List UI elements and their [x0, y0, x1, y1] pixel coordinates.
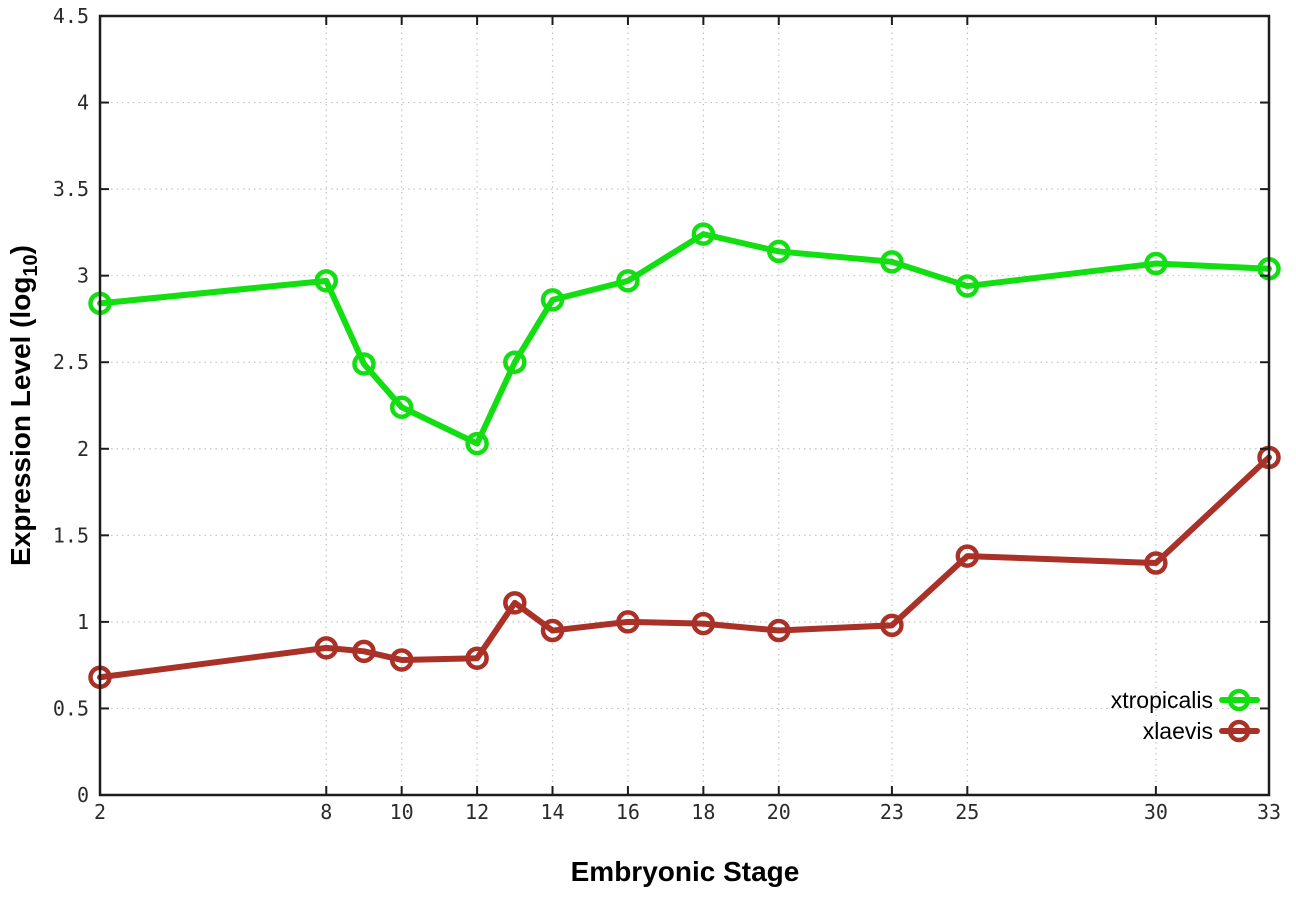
tick-labels: 0 0.5 1 1.5 2 2.5 3 3.5 4 4.5 2 8 10 12 14 16 18 20 23 25 30…: [53, 4, 1281, 824]
y-tick-label: 0: [77, 783, 89, 807]
y-tick-label: 2: [77, 437, 89, 461]
y-tick-label: 3: [77, 264, 89, 288]
y-tick-label: 4.5: [53, 4, 89, 28]
data-point: [767, 239, 791, 264]
data-point: [616, 610, 640, 634]
data-point: [465, 431, 489, 456]
series-line-xlaevis: [97, 454, 1272, 681]
y-tick-label: 3.5: [53, 177, 89, 201]
y-tick-label: 1: [77, 610, 89, 634]
data-point: [314, 269, 339, 293]
data-point: [1144, 551, 1168, 575]
data-point: [880, 613, 904, 638]
x-tick-label: 33: [1257, 800, 1281, 824]
data-point: [540, 618, 565, 643]
x-tick-label: 12: [465, 800, 489, 824]
legend: xtropicalis xlaevis: [1111, 687, 1260, 744]
x-tick-label: 25: [955, 800, 979, 824]
data-point: [955, 544, 980, 568]
legend-item-xlaevis: xlaevis: [1143, 718, 1260, 744]
y-tick-label: 4: [77, 91, 89, 115]
x-axis-title: Embryonic Stage: [571, 856, 800, 887]
x-tick-label: 18: [691, 800, 715, 824]
y-axis-title: Expression Level (log10): [5, 245, 42, 566]
data-point: [465, 646, 489, 670]
x-tick-label: 8: [320, 800, 332, 824]
legend-label: xtropicalis: [1111, 687, 1213, 713]
x-tick-label: 14: [540, 800, 564, 824]
data-point: [955, 274, 980, 298]
data-point: [503, 350, 527, 374]
data-point: [503, 591, 527, 615]
data-series: [88, 222, 1281, 690]
data-point: [352, 639, 376, 664]
data-point: [540, 288, 565, 312]
axes: [98, 14, 1271, 797]
y-tick-label: 0.5: [53, 696, 89, 720]
data-point: [767, 618, 791, 643]
x-tick-label: 23: [880, 800, 904, 824]
series-xlaevis: [88, 445, 1281, 690]
plot-border: [98, 14, 1271, 797]
data-point: [880, 250, 904, 274]
data-point: [1144, 251, 1168, 276]
gridlines: [100, 16, 1269, 795]
series-xtropicalis: [88, 222, 1281, 456]
y-tick-label: 1.5: [53, 523, 89, 547]
data-point: [389, 648, 414, 672]
x-tick-label: 16: [616, 800, 640, 824]
data-point: [616, 269, 640, 293]
y-tick-label: 2.5: [53, 350, 89, 374]
legend-sample-marker: [1227, 688, 1251, 712]
data-point: [691, 611, 716, 636]
x-tick-label: 20: [767, 800, 791, 824]
legend-sample-marker: [1227, 719, 1251, 743]
data-point: [352, 352, 376, 376]
x-tick-label: 10: [390, 800, 414, 824]
legend-item-xtropicalis: xtropicalis: [1111, 687, 1260, 713]
legend-label: xlaevis: [1143, 718, 1213, 744]
series-line-xtropicalis: [97, 231, 1272, 447]
data-point: [691, 222, 716, 246]
data-point: [314, 636, 339, 660]
x-tick-label: 2: [94, 800, 106, 824]
data-point: [389, 395, 414, 419]
x-tick-label: 30: [1144, 800, 1168, 824]
